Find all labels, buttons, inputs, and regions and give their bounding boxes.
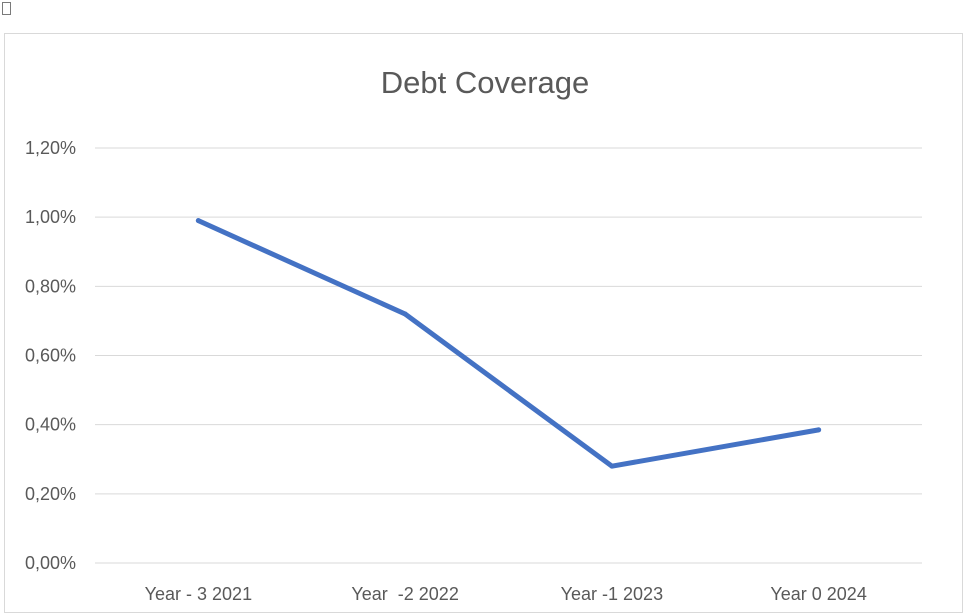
- y-tick-label: 0,80%: [25, 276, 76, 296]
- y-tick-label: 1,00%: [25, 207, 76, 227]
- selection-marker: [2, 2, 11, 15]
- y-tick-label: 0,20%: [25, 484, 76, 504]
- data-point: [402, 311, 408, 317]
- x-tick-label: Year - 3 2021: [145, 584, 252, 604]
- x-tick-label: Year -2 2022: [351, 584, 458, 604]
- series-line: [195, 218, 822, 469]
- y-tick-label: 0,40%: [25, 415, 76, 435]
- data-point: [195, 218, 201, 224]
- data-point: [816, 427, 822, 433]
- data-point: [609, 463, 615, 469]
- gridlines: [95, 147, 922, 564]
- series-layer: [195, 218, 822, 469]
- y-tick-label: 0,00%: [25, 553, 76, 573]
- chart-title: Debt Coverage: [381, 65, 590, 100]
- x-tick-label: Year 0 2024: [770, 584, 866, 604]
- chart-frame: [4, 33, 963, 613]
- y-tick-label: 1,20%: [25, 138, 76, 158]
- x-axis-tick-labels: Year - 3 2021 Year -2 2022 Year -1 2023 Yea…: [145, 584, 867, 604]
- y-axis-tick-labels: 0,00% 0,20% 0,40% 0,60% 0,80% 1,00% 1,20%: [25, 138, 76, 573]
- x-tick-label: Year -1 2023: [561, 584, 663, 604]
- y-tick-label: 0,60%: [25, 346, 76, 366]
